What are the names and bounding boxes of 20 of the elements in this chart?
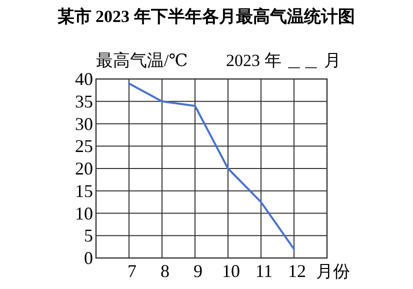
y-axis-title: 最高气温/℃	[96, 51, 188, 70]
text: 2023 年 ＿＿ 月	[226, 51, 341, 70]
y-tick-label: 10	[75, 203, 93, 224]
y-tick-label: 5	[84, 226, 93, 246]
y-tick-label: 30	[75, 114, 93, 134]
x-axis-title: 月份	[316, 262, 350, 281]
y-tick-label: 25	[75, 136, 93, 156]
y-tick-label: 15	[75, 180, 93, 201]
x-tick-label: 11	[255, 261, 273, 281]
y-tick-label: 0	[84, 248, 93, 268]
x-tick-label: 12	[288, 261, 306, 281]
line-series	[128, 82, 295, 250]
y-tick-label: 35	[75, 91, 93, 112]
x-tick-label: 9	[194, 261, 202, 281]
y-tick-label: 20	[75, 158, 93, 178]
x-tick-label: 8	[160, 261, 170, 281]
x-tick-label: 7	[128, 261, 136, 281]
y-tick-label: 40	[75, 69, 93, 89]
x-tick-label: 10	[222, 261, 240, 281]
chart-title: 某市 2023 年下半年各月最高气温统计图	[56, 7, 355, 26]
